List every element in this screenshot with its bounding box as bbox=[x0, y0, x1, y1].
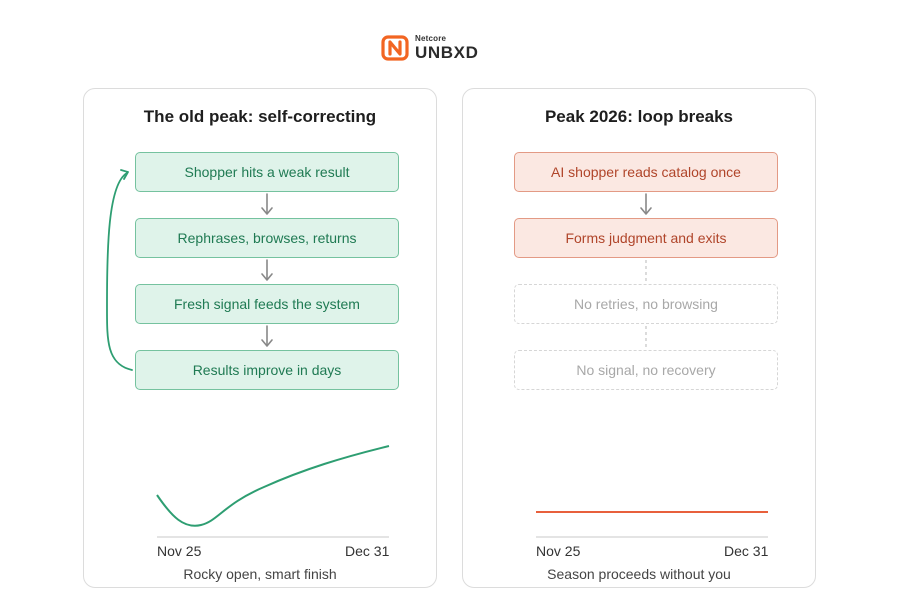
old-peak-diagram-lines bbox=[106, 169, 390, 538]
ghost-step-no-signal: No signal, no recovery bbox=[514, 350, 778, 390]
step-rephrases: Rephrases, browses, returns bbox=[135, 218, 399, 258]
old-peak-caption: Rocky open, smart finish bbox=[183, 566, 337, 582]
step-weak-result: Shopper hits a weak result bbox=[135, 152, 399, 192]
down-arrow-red-1 bbox=[640, 193, 652, 215]
logo-small-text: Netcore bbox=[415, 34, 447, 43]
peak-2026-panel: Peak 2026: loop breaks AI shopper reads … bbox=[462, 88, 816, 588]
old-peak-x-end-label: Dec 31 bbox=[345, 543, 390, 559]
logo-big-text: UNBXD bbox=[415, 43, 479, 62]
old-peak-x-start-label: Nov 25 bbox=[157, 543, 202, 559]
step-ai-reads-catalog: AI shopper reads catalog once bbox=[514, 152, 778, 192]
down-arrow-1 bbox=[261, 193, 273, 215]
down-arrow-2 bbox=[261, 259, 273, 281]
ghost-step-no-retries: No retries, no browsing bbox=[514, 284, 778, 324]
down-arrow-3 bbox=[261, 325, 273, 347]
loop-back-arrow bbox=[106, 169, 133, 371]
step-forms-judgment: Forms judgment and exits bbox=[514, 218, 778, 258]
peak-2026-x-end-label: Dec 31 bbox=[724, 543, 769, 559]
old-peak-title: The old peak: self-correcting bbox=[143, 107, 377, 126]
peak-2026-title: Peak 2026: loop breaks bbox=[544, 107, 734, 126]
netcore-unbxd-logo: Netcore UNBXD bbox=[381, 33, 478, 63]
peak-2026-caption: Season proceeds without you bbox=[547, 566, 731, 582]
logo-wordmark: Netcore UNBXD bbox=[415, 34, 479, 62]
step-results-improve: Results improve in days bbox=[135, 350, 399, 390]
peak-2026-diagram-lines bbox=[536, 193, 768, 538]
old-peak-trend-line bbox=[156, 445, 390, 527]
step-fresh-signal: Fresh signal feeds the system bbox=[135, 284, 399, 324]
old-peak-panel: The old peak: self-correcting Shopper hi… bbox=[83, 88, 437, 588]
peak-2026-x-start-label: Nov 25 bbox=[536, 543, 581, 559]
unbxd-logo-icon bbox=[381, 35, 409, 61]
